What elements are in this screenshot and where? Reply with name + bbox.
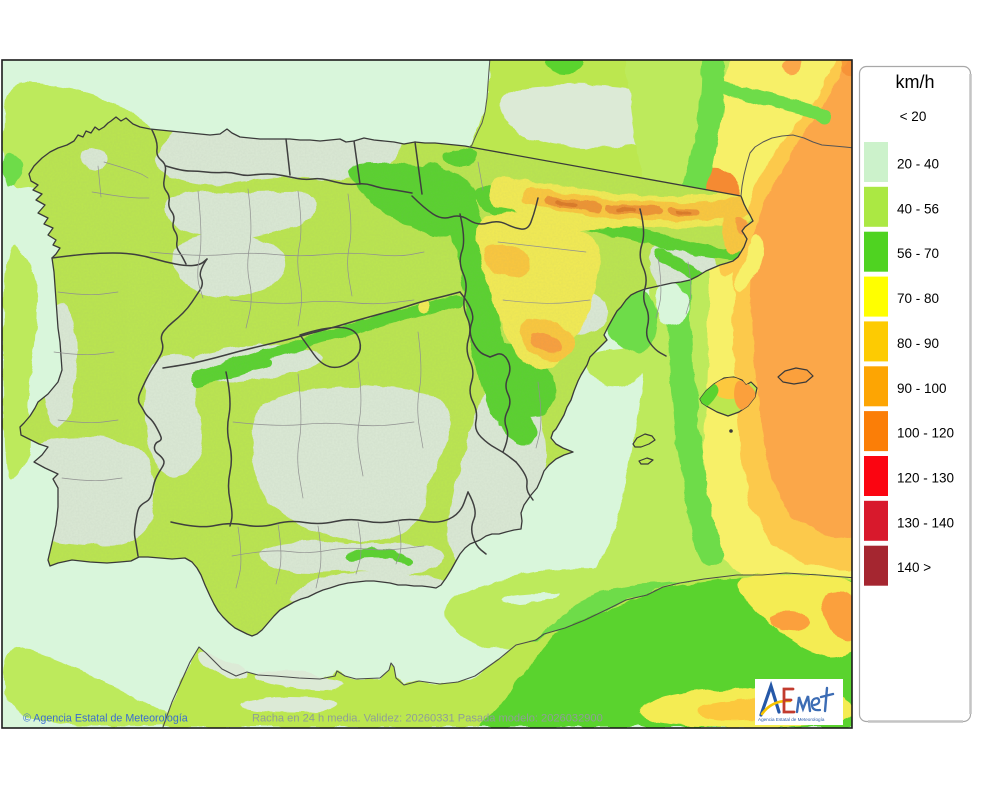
- svg-text:Racha en 24 h media. Validez:: Racha en 24 h media. Validez: 20260331 P…: [252, 713, 603, 725]
- svg-text:70 - 80: 70 - 80: [897, 291, 939, 306]
- svg-text:140 >: 140 >: [897, 560, 931, 575]
- svg-text:56 - 70: 56 - 70: [897, 246, 939, 261]
- svg-text:90 - 100: 90 - 100: [897, 381, 947, 396]
- svg-text:100 - 120: 100 - 120: [897, 426, 954, 441]
- svg-text:Agencia Estatal de Meteorologí: Agencia Estatal de Meteorología: [758, 717, 825, 722]
- svg-text:20 - 40: 20 - 40: [897, 157, 939, 172]
- svg-text:© Agencia Estatal de Meteorolo: © Agencia Estatal de Meteorología: [23, 713, 188, 725]
- svg-text:120 - 130: 120 - 130: [897, 471, 954, 486]
- svg-text:< 20: < 20: [900, 109, 927, 124]
- svg-text:130 - 140: 130 - 140: [897, 515, 954, 530]
- svg-text:40 - 56: 40 - 56: [897, 201, 939, 216]
- svg-text:80 - 90: 80 - 90: [897, 336, 939, 351]
- svg-text:km/h: km/h: [895, 72, 934, 92]
